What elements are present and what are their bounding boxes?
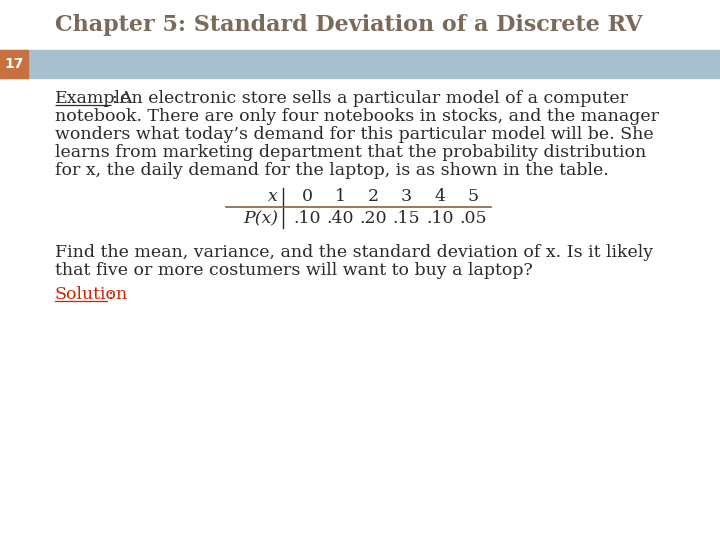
Text: :: : (107, 286, 113, 303)
Text: 5: 5 (467, 188, 479, 205)
Text: Example: Example (55, 90, 131, 107)
Text: 17: 17 (4, 57, 24, 71)
Text: .10: .10 (426, 210, 454, 227)
Text: .20: .20 (359, 210, 387, 227)
Text: An electronic store sells a particular model of a computer: An electronic store sells a particular m… (119, 90, 628, 107)
Text: .10: .10 (293, 210, 320, 227)
Text: 3: 3 (400, 188, 412, 205)
Bar (0, 50, 720, 78)
Text: 2: 2 (367, 188, 379, 205)
Bar (0, 50, 28, 78)
Text: Chapter 5: Standard Deviation of a Discrete RV: Chapter 5: Standard Deviation of a Discr… (55, 14, 643, 36)
Text: learns from marketing department that the probability distribution: learns from marketing department that th… (55, 144, 647, 161)
Text: wonders what today’s demand for this particular model will be. She: wonders what today’s demand for this par… (55, 126, 654, 143)
Text: .15: .15 (392, 210, 420, 227)
Text: Find the mean, variance, and the standard deviation of x. Is it likely: Find the mean, variance, and the standar… (55, 244, 653, 261)
Text: 4: 4 (434, 188, 446, 205)
Text: 0: 0 (302, 188, 312, 205)
Text: :: : (111, 90, 117, 107)
Text: that five or more costumers will want to buy a laptop?: that five or more costumers will want to… (55, 262, 533, 279)
Text: .40: .40 (326, 210, 354, 227)
Text: x: x (269, 188, 278, 205)
Text: P(x): P(x) (243, 210, 278, 227)
Text: notebook. There are only four notebooks in stocks, and the manager: notebook. There are only four notebooks … (55, 108, 659, 125)
Text: 1: 1 (335, 188, 346, 205)
Text: Solution: Solution (55, 286, 128, 303)
Text: .05: .05 (459, 210, 487, 227)
Text: for x, the daily demand for the laptop, is as shown in the table.: for x, the daily demand for the laptop, … (55, 162, 608, 179)
